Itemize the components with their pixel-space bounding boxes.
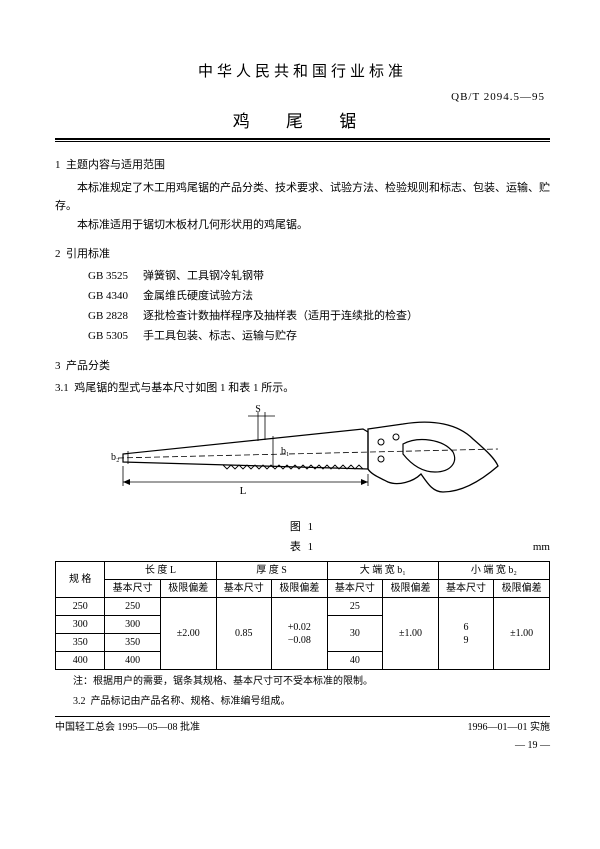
section-3-title: 产品分类 (66, 360, 110, 372)
th-small-end: 小 端 宽 b₂ (438, 562, 549, 580)
section-3-num: 3 (55, 360, 61, 372)
th-thickness: 厚 度 S (216, 562, 327, 580)
table-1-label-row: 表 1 mm (55, 538, 550, 557)
section-2-title: 引用标准 (66, 248, 110, 260)
fig-label-b2: b₂ (111, 452, 120, 463)
clause-3-2-label: 3.2 (73, 696, 86, 707)
table-row: 250 250 ±2.00 0.85 +0.02 −0.08 25 ±1.00 … (56, 598, 550, 616)
country-standard-title: 中华人民共和国行业标准 (55, 60, 550, 81)
clause-3-2: 3.2 产品标记由产品名称、规格、标准编号组成。 (55, 693, 550, 710)
footer-approval: 中国轻工总会 1995—05—08 批准 (55, 719, 200, 736)
figure-1-label: 图 1 (55, 518, 550, 537)
note-label: 注： (73, 676, 93, 687)
section-1-num: 1 (55, 159, 61, 171)
th-limit: 极限偏差 (160, 580, 216, 598)
section-2-heading: 2 引用标准 (55, 245, 550, 264)
section-1-heading: 1 主题内容与适用范围 (55, 156, 550, 175)
page-footer: 中国轻工总会 1995—05—08 批准 1996—01—01 实施 (55, 716, 550, 736)
footer-effective: 1996—01—01 实施 (468, 719, 551, 736)
title-underline (55, 141, 550, 142)
section-1-para-2: 本标准适用于锯切木板材几何形状用的鸡尾锯。 (55, 216, 550, 235)
fig-label-s: S (255, 404, 261, 415)
figure-1: S b₁ b₂ L 图 1 (55, 404, 550, 536)
clause-3-1-text: 鸡尾锯的型式与基本尺寸如图 1 和表 1 所示。 (74, 382, 294, 394)
section-2-num: 2 (55, 248, 61, 260)
th-length: 长 度 L (105, 562, 216, 580)
clause-3-1-label: 3.1 (55, 382, 69, 394)
section-1-para-1: 本标准规定了木工用鸡尾锯的产品分类、技术要求、试验方法、检验规则和标志、包装、运… (55, 179, 550, 216)
th-spec: 规 格 (56, 562, 105, 598)
table-note: 注：根据用户的需要，锯条其规格、基本尺寸可不受本标准的限制。 (55, 673, 550, 690)
table-1-label: 表 1 (290, 541, 315, 553)
standard-code: QB/T 2094.5—95 (55, 91, 550, 103)
reference-item: GB 5305手工具包装、标志、运输与贮存 (88, 327, 550, 347)
section-3-heading: 3 产品分类 (55, 357, 550, 376)
reference-item: GB 3525弹簧钢、工具钢冷轧钢带 (88, 267, 550, 287)
fig-label-b1: b₁ (281, 446, 290, 457)
reference-item: GB 4340金属维氏硬度试验方法 (88, 287, 550, 307)
clause-3-2-text: 产品标记由产品名称、规格、标准编号组成。 (91, 696, 291, 707)
th-big-end: 大 端 宽 b₁ (327, 562, 438, 580)
page-number: — 19 — (55, 737, 550, 754)
th-limit: 极限偏差 (494, 580, 550, 598)
reference-list: GB 3525弹簧钢、工具钢冷轧钢带 GB 4340金属维氏硬度试验方法 GB … (55, 267, 550, 346)
th-limit: 极限偏差 (272, 580, 328, 598)
th-basic: 基本尺寸 (216, 580, 272, 598)
th-basic: 基本尺寸 (438, 580, 494, 598)
document-title: 鸡 尾 锯 (55, 107, 550, 140)
spec-table: 规 格 长 度 L 厚 度 S 大 端 宽 b₁ 小 端 宽 b₂ 基本尺寸 极… (55, 561, 550, 670)
table-1-unit: mm (533, 538, 550, 557)
th-basic: 基本尺寸 (327, 580, 383, 598)
saw-diagram: S b₁ b₂ L (103, 404, 503, 509)
fig-label-l: L (239, 485, 246, 497)
th-basic: 基本尺寸 (105, 580, 161, 598)
th-limit: 极限偏差 (383, 580, 439, 598)
note-text: 根据用户的需要，锯条其规格、基本尺寸可不受本标准的限制。 (93, 676, 373, 687)
section-1-title: 主题内容与适用范围 (66, 159, 165, 171)
clause-3-1: 3.1 鸡尾锯的型式与基本尺寸如图 1 和表 1 所示。 (55, 379, 550, 398)
reference-item: GB 2828逐批检查计数抽样程序及抽样表（适用于连续批的检查） (88, 307, 550, 327)
